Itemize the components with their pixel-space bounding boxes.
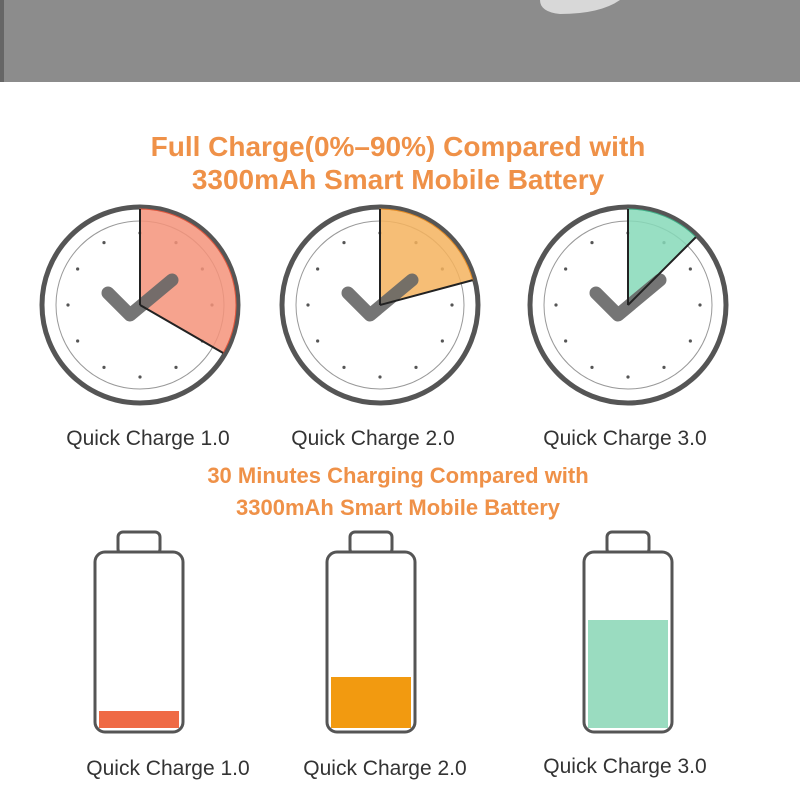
- title-line: 3300mAh Smart Mobile Battery: [192, 164, 605, 195]
- clock-dot: [564, 339, 568, 343]
- clock-label: Quick Charge 1.0: [66, 427, 229, 450]
- clock-sector: [627, 208, 697, 307]
- clock-dot: [76, 267, 80, 271]
- clock-dot: [138, 375, 142, 379]
- clock-arrow: [139, 304, 224, 354]
- clock-dot: [688, 267, 692, 271]
- clock-dot: [590, 241, 594, 245]
- clock-dot: [378, 375, 382, 379]
- battery-label: Quick Charge 3.0: [543, 755, 706, 778]
- clock-dot: [102, 241, 106, 245]
- clock-dot: [564, 267, 568, 271]
- battery-label: Quick Charge 1.0: [86, 757, 249, 780]
- section-title-line: 3300mAh Smart Mobile Battery: [236, 495, 561, 520]
- clock-dot: [316, 267, 320, 271]
- clock-arrow: [379, 279, 473, 306]
- clock-dot: [662, 365, 666, 369]
- clock-hands: [341, 273, 419, 322]
- top-banner: [0, 0, 800, 82]
- clock-dot: [102, 365, 106, 369]
- clock-dot: [306, 303, 310, 307]
- clock-dot: [342, 241, 346, 245]
- section-title-line: 30 Minutes Charging Compared with: [207, 463, 588, 488]
- clock-dot: [174, 365, 178, 369]
- clock-hands: [101, 273, 179, 322]
- clock-label: Quick Charge 3.0: [543, 427, 706, 450]
- clock-dot: [554, 303, 558, 307]
- battery: [582, 530, 674, 734]
- clock-sector: [139, 208, 237, 354]
- clock-hands: [589, 273, 667, 322]
- clock-dot: [626, 375, 630, 379]
- clock-dot: [316, 339, 320, 343]
- clock-arrow: [627, 236, 697, 306]
- battery: [93, 530, 185, 734]
- battery: [325, 530, 417, 734]
- title-line: Full Charge(0%–90%) Compared with: [151, 131, 646, 162]
- clock-dot: [590, 365, 594, 369]
- banner-edge: [0, 0, 4, 82]
- clock-dot: [698, 303, 702, 307]
- battery-label: Quick Charge 2.0: [303, 757, 466, 780]
- clock-dot: [342, 365, 346, 369]
- clock-dot: [414, 365, 418, 369]
- clock-label: Quick Charge 2.0: [291, 427, 454, 450]
- clock-dot: [76, 339, 80, 343]
- clock-dot: [450, 303, 454, 307]
- clock-dot: [66, 303, 70, 307]
- device-edge: [540, 0, 620, 14]
- clock-dot: [440, 339, 444, 343]
- clocks: [39, 204, 729, 406]
- clock-dot: [688, 339, 692, 343]
